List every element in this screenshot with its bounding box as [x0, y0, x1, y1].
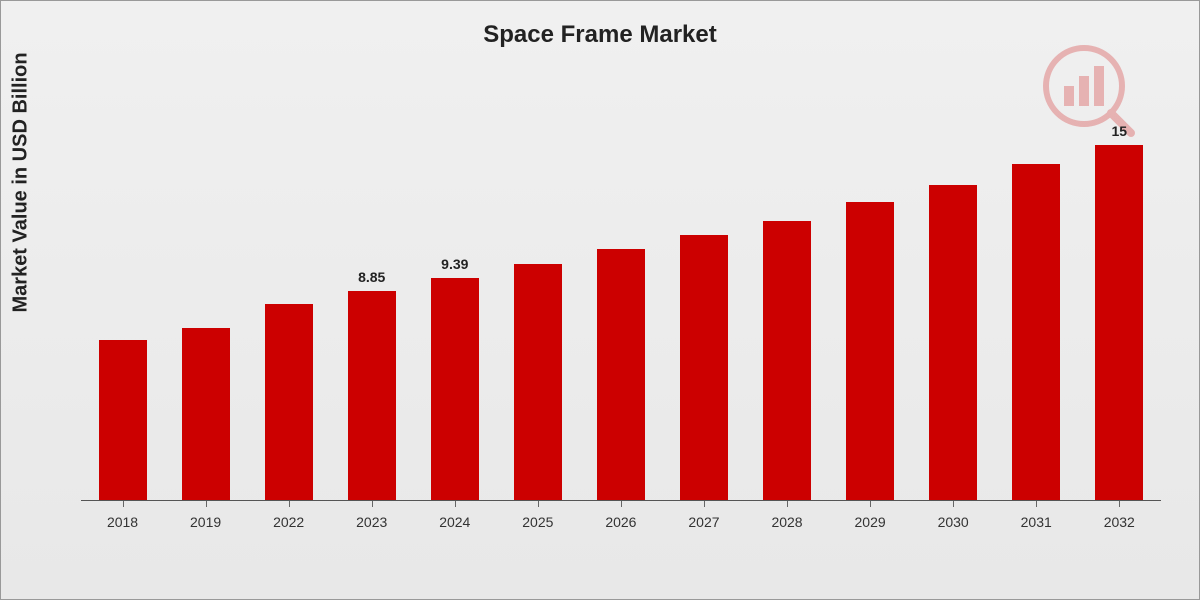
x-axis-tick [123, 501, 124, 507]
bar [1012, 164, 1060, 501]
bar-value-label: 8.85 [358, 269, 385, 287]
bar-group: 15 [1078, 123, 1161, 501]
x-axis-tick [206, 501, 207, 507]
bar-group [912, 163, 995, 501]
bar [348, 291, 396, 501]
bar-group [579, 227, 662, 501]
x-axis-label: 2018 [81, 506, 164, 541]
x-axis-tick [372, 501, 373, 507]
bar [514, 264, 562, 502]
x-axis-tick [1036, 501, 1037, 507]
bar [929, 185, 977, 501]
x-axis-label: 2032 [1078, 506, 1161, 541]
x-axis-label: 2022 [247, 506, 330, 541]
x-axis-label: 2024 [413, 506, 496, 541]
bar [182, 328, 230, 501]
x-axis-tick [289, 501, 290, 507]
x-axis-label: 2026 [579, 506, 662, 541]
chart-plot-area: 8.859.3915 20182019202220232024202520262… [81, 121, 1161, 541]
x-axis-tick [787, 501, 788, 507]
bar-group [662, 213, 745, 501]
x-axis-label: 2019 [164, 506, 247, 541]
x-axis-label: 2028 [746, 506, 829, 541]
chart-title: Space Frame Market [1, 1, 1199, 49]
x-axis-label: 2027 [662, 506, 745, 541]
bar-group [247, 282, 330, 501]
x-axis-labels: 2018201920222023202420252026202720282029… [81, 506, 1161, 541]
bar-value-label: 9.39 [441, 256, 468, 274]
bar [265, 304, 313, 501]
bar [680, 235, 728, 501]
x-axis-tick [621, 501, 622, 507]
bar-group: 9.39 [413, 256, 496, 501]
bar-group [496, 242, 579, 502]
bars-area: 8.85 9.39 15 [81, 121, 1161, 501]
bar-group: 8.85 [330, 269, 413, 501]
x-axis-label: 2025 [496, 506, 579, 541]
x-axis-tick [953, 501, 954, 507]
y-axis-label: Market Value in USD Billion [10, 52, 33, 312]
x-axis-tick [1119, 501, 1120, 507]
bar [99, 340, 147, 502]
bar-group [995, 142, 1078, 501]
bar [763, 221, 811, 501]
x-axis-label: 2031 [995, 506, 1078, 541]
x-axis-tick [538, 501, 539, 507]
x-axis-tick [870, 501, 871, 507]
bar-group [746, 199, 829, 501]
x-axis-label: 2029 [829, 506, 912, 541]
x-axis-tick [455, 501, 456, 507]
x-axis-tick [704, 501, 705, 507]
x-axis-label: 2030 [912, 506, 995, 541]
bar-group [829, 180, 912, 501]
bar-group [164, 306, 247, 501]
bar [846, 202, 894, 501]
bar-group [81, 318, 164, 502]
bar [431, 278, 479, 501]
bar [597, 249, 645, 501]
bar [1095, 145, 1143, 501]
x-axis-label: 2023 [330, 506, 413, 541]
bar-value-label: 15 [1111, 123, 1127, 141]
